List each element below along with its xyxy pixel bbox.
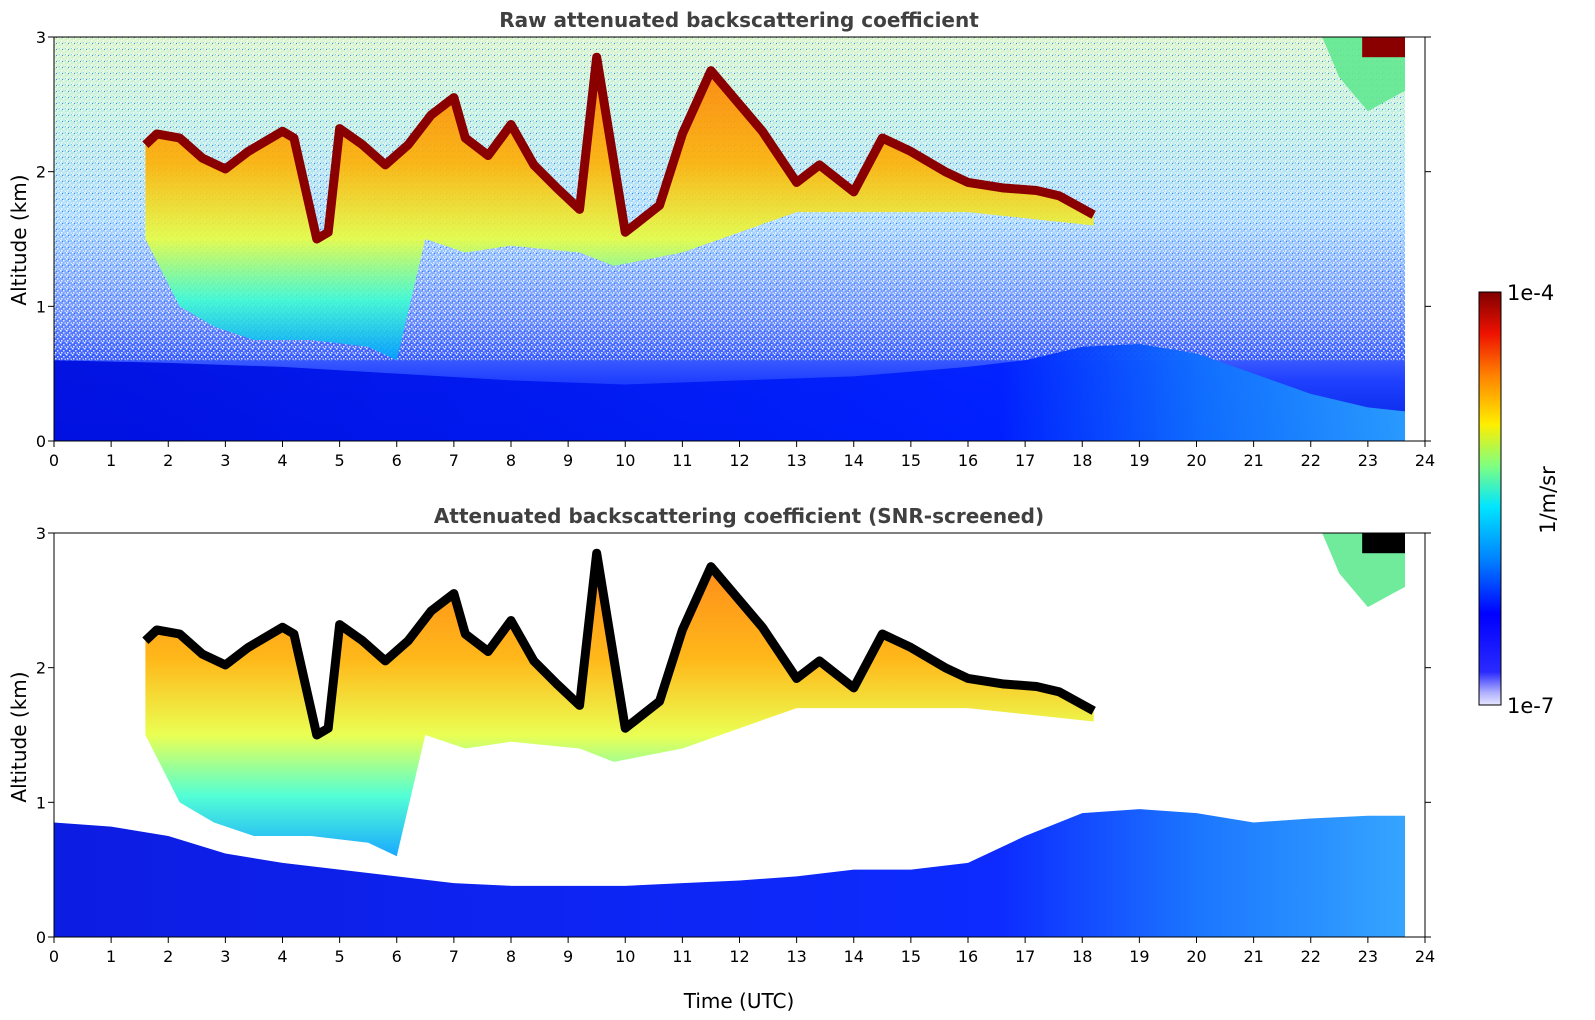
upper-cloud-core	[1362, 37, 1406, 58]
x-tick-label: 1	[106, 947, 116, 966]
x-tick-label: 3	[220, 947, 230, 966]
x-tick-label: 10	[615, 451, 635, 470]
x-tick-label: 21	[1243, 451, 1263, 470]
x-tick-label: 7	[449, 451, 459, 470]
x-tick-label: 21	[1243, 947, 1263, 966]
x-tick-label: 22	[1301, 947, 1321, 966]
x-tick-label: 5	[335, 451, 345, 470]
x-tick-label: 12	[729, 451, 749, 470]
x-tick-label: 15	[901, 451, 921, 470]
boundary-layer	[54, 809, 1406, 937]
x-tick-label: 6	[392, 451, 402, 470]
x-tick-label: 1	[106, 451, 116, 470]
y-tick-label: 0	[36, 928, 46, 947]
x-tick-label: 13	[786, 947, 806, 966]
x-tick-label: 2	[163, 947, 173, 966]
upper-cloud-core	[1362, 533, 1406, 554]
x-tick-label: 14	[844, 451, 864, 470]
x-tick-label: 17	[1015, 947, 1035, 966]
x-tick-label: 11	[672, 451, 692, 470]
colorbar-gradient	[1478, 291, 1502, 706]
y-tick-label: 2	[36, 659, 46, 678]
x-tick-label: 4	[277, 947, 287, 966]
x-tick-label: 23	[1358, 947, 1378, 966]
cloud-top-line	[142, 52, 1096, 244]
x-tick-label: 4	[277, 451, 287, 470]
raw-panel-title: Raw attenuated backscattering coefficien…	[499, 8, 979, 32]
x-tick-label: 20	[1186, 451, 1206, 470]
x-tick-label: 2	[163, 451, 173, 470]
cloud-top-line	[142, 548, 1096, 740]
y-tick-label: 3	[36, 524, 46, 543]
screened-panel-ylabel: Altitude (km)	[7, 671, 31, 802]
x-tick-label: 19	[1129, 947, 1149, 966]
x-tick-label: 10	[615, 947, 635, 966]
x-tick-label: 23	[1358, 451, 1378, 470]
x-tick-label: 9	[563, 947, 573, 966]
x-tick-label: 24	[1415, 947, 1435, 966]
screened-panel-title: Attenuated backscattering coefficient (S…	[434, 504, 1044, 528]
heatmap-area	[54, 37, 1406, 441]
heatmap-area	[54, 533, 1406, 937]
raw-panel-ylabel: Altitude (km)	[7, 174, 31, 305]
y-tick-label: 2	[36, 163, 46, 182]
x-tick-label: 7	[449, 947, 459, 966]
x-tick-label: 20	[1186, 947, 1206, 966]
x-tick-label: 18	[1072, 947, 1092, 966]
y-tick-label: 1	[36, 297, 46, 316]
boundary-layer	[54, 344, 1406, 441]
x-tick-label: 13	[786, 451, 806, 470]
x-tick-label: 15	[901, 947, 921, 966]
colorbar-label: 1/m/sr	[1536, 466, 1560, 534]
x-tick-label: 5	[335, 947, 345, 966]
x-tick-label: 12	[729, 947, 749, 966]
x-tick-label: 8	[506, 947, 516, 966]
x-tick-label: 0	[49, 451, 59, 470]
x-tick-label: 11	[672, 947, 692, 966]
x-tick-label: 9	[563, 451, 573, 470]
colorbar: 1e-4 1e-7 1/m/sr	[1478, 281, 1560, 718]
x-tick-label: 17	[1015, 451, 1035, 470]
x-tick-label: 18	[1072, 451, 1092, 470]
y-tick-label: 1	[36, 793, 46, 812]
raw-backscatter-panel: 0 1 2 3 4 5 6 7 8 9 10 11 12 13 14 15 16 17 18 19 20 21 22 23 24…	[36, 28, 1435, 470]
x-tick-label: 3	[220, 451, 230, 470]
colorbar-max-label: 1e-4	[1507, 281, 1554, 305]
x-tick-label: 14	[844, 947, 864, 966]
y-tick-label: 0	[36, 432, 46, 451]
colorbar-min-label: 1e-7	[1507, 694, 1554, 718]
x-tick-label: 19	[1129, 451, 1149, 470]
snr-screened-panel: 0 1 2 3 4 5 6 7 8 9 10 11 12 13 14 15 16 17 18 19 20 21 22 23 24…	[36, 524, 1435, 966]
x-tick-label: 16	[958, 947, 978, 966]
x-tick-label: 8	[506, 451, 516, 470]
y-tick-label: 3	[36, 28, 46, 47]
screened-panel-xlabel: Time (UTC)	[683, 989, 795, 1013]
x-tick-label: 0	[49, 947, 59, 966]
x-tick-label: 16	[958, 451, 978, 470]
x-tick-label: 24	[1415, 451, 1435, 470]
x-tick-label: 6	[392, 947, 402, 966]
x-tick-label: 22	[1301, 451, 1321, 470]
